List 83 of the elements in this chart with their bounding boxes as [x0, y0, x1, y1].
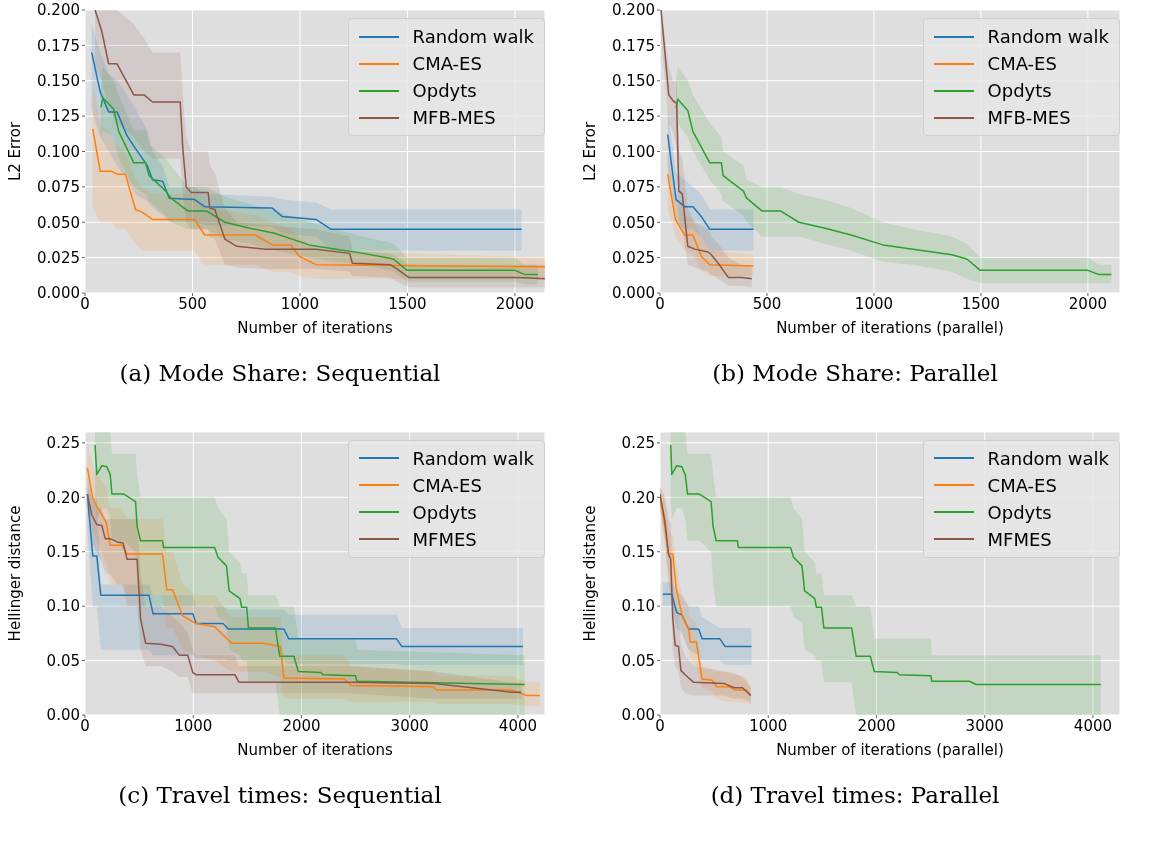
y-tick-label: 0.000	[612, 284, 655, 303]
y-axis-title: Hellinger distance	[581, 505, 600, 641]
y-tick-label: 0.025	[37, 248, 80, 267]
line-series	[90, 51, 523, 231]
y-tick-label: 0.175	[37, 36, 80, 55]
legend-label: CMA-ES	[987, 53, 1057, 74]
x-tick-label: 0	[80, 716, 90, 735]
legend-label: Opdyts	[412, 501, 477, 523]
y-tick-label: 0.125	[37, 107, 80, 126]
x-tick-label: 1000	[854, 294, 894, 313]
y-tick-label: 0.10	[621, 596, 655, 615]
y-tick-label: 0.025	[612, 248, 655, 267]
y-tick-label: 0.150	[612, 72, 655, 91]
x-tick-label: 0	[655, 294, 665, 313]
x-tick-label: 0	[80, 294, 90, 313]
y-tick-label: 0.10	[46, 596, 80, 615]
y-axis-title: L2 Error	[6, 121, 25, 182]
y-tick-label: 0.175	[612, 36, 655, 55]
y-tick-label: 0.100	[612, 142, 655, 161]
y-tick-label: 0.00	[621, 705, 655, 724]
legend-label: MFB-MES	[987, 107, 1071, 128]
legend-label: Opdyts	[987, 80, 1052, 101]
line-series	[91, 128, 545, 268]
legend-label: MFB-MES	[412, 107, 496, 128]
y-tick-label: 0.15	[46, 542, 80, 561]
legend-label: MFMES	[412, 528, 477, 550]
y-tick-label: 0.25	[46, 433, 80, 452]
text: (b) Mode Share: Parallel	[711, 360, 999, 386]
y-axis-title: L2 Error	[581, 121, 600, 182]
line-series	[666, 133, 755, 231]
y-tick-label: 0.00	[46, 705, 80, 724]
y-tick-label: 0.05	[46, 651, 80, 670]
x-tick-label: 4000	[498, 716, 538, 735]
y-tick-label: 0.05	[621, 651, 655, 670]
text: (a) Mode Share: Sequential	[118, 360, 442, 386]
text: (c) Travel times: Sequential	[117, 781, 443, 808]
x-axis-title: Number of iterations	[237, 319, 393, 337]
x-tick-label: 1500	[961, 294, 1001, 313]
y-tick-label: 0.075	[612, 178, 655, 197]
y-tick-label: 0.25	[621, 433, 655, 452]
y-tick-label: 0.000	[37, 284, 80, 303]
x-axis-title: Number of iterations	[237, 740, 393, 759]
text: (d) Travel times: Parallel	[709, 781, 1001, 808]
y-tick-label: 0.150	[37, 72, 80, 91]
x-tick-label: 3000	[965, 716, 1004, 735]
x-tick-label: 0	[655, 716, 665, 735]
line-series	[661, 592, 753, 647]
y-tick-label: 0.20	[621, 488, 655, 507]
x-tick-label: 4000	[1073, 716, 1113, 735]
legend-label: CMA-ES	[987, 474, 1057, 496]
x-tick-label: 1000	[174, 716, 213, 735]
y-tick-label: 0.20	[46, 488, 80, 507]
y-tick-label: 0.15	[621, 542, 655, 561]
legend-label: Opdyts	[987, 501, 1052, 523]
x-tick-label: 1000	[749, 716, 788, 735]
y-tick-label: 0.200	[612, 1, 655, 20]
y-tick-label: 0.100	[37, 142, 80, 161]
x-tick-label: 3000	[390, 716, 429, 735]
x-tick-label: 2000	[495, 294, 534, 313]
legend-label: Opdyts	[412, 80, 477, 101]
legend-label: Random walk	[987, 447, 1109, 469]
x-tick-label: 1500	[388, 294, 427, 313]
y-tick-label: 0.125	[612, 107, 655, 126]
line-series	[666, 173, 755, 267]
x-tick-label: 500	[752, 294, 782, 313]
x-tick-label: 500	[178, 294, 207, 313]
y-tick-label: 0.050	[37, 213, 80, 232]
x-tick-label: 1000	[280, 294, 320, 313]
legend-label: MFMES	[987, 528, 1052, 550]
y-axis-title: Hellinger distance	[6, 505, 25, 641]
legend-label: CMA-ES	[412, 53, 482, 74]
x-tick-label: 2000	[857, 716, 896, 735]
y-tick-label: 0.075	[37, 178, 80, 197]
x-tick-label: 2000	[282, 716, 321, 735]
legend-label: Random walk	[987, 26, 1109, 47]
legend-label: CMA-ES	[412, 474, 482, 496]
y-tick-label: 0.050	[612, 213, 655, 232]
x-axis-title: Number of iterations (parallel)	[776, 319, 1004, 337]
legend-label: Random walk	[412, 447, 534, 469]
x-tick-label: 2000	[1068, 294, 1107, 313]
legend-label: Random walk	[412, 26, 534, 47]
y-tick-label: 0.200	[37, 1, 80, 20]
x-axis-title: Number of iterations (parallel)	[776, 740, 1004, 759]
